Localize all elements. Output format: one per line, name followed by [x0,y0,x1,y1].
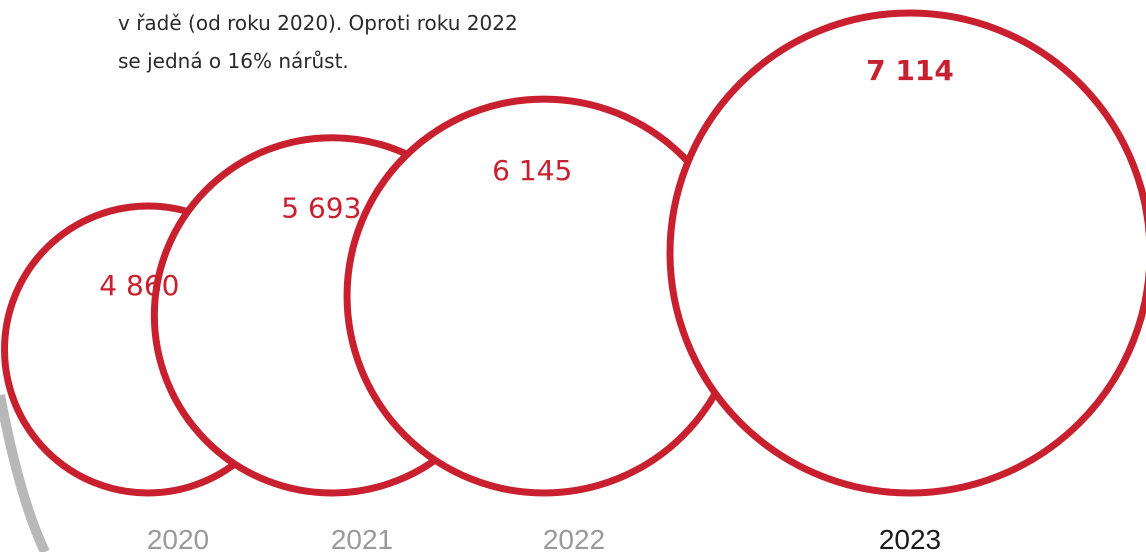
value-label-2021: 5 693 [281,192,361,225]
year-labels-group: 2020 2021 2022 2023 [147,524,941,552]
intro-line-2: se jedná o 16% nárůst. [118,49,349,73]
value-label-2023: 7 114 [866,54,954,87]
value-labels-group: 4 860 5 693 6 145 7 114 [99,54,954,302]
year-label-2020: 2020 [147,524,209,552]
intro-text: v řadě (od roku 2020). Oproti roku 2022 … [118,4,678,80]
value-label-2020: 4 860 [99,269,179,302]
intro-line-1: v řadě (od roku 2020). Oproti roku 2022 [118,11,518,35]
bubble-2023 [666,9,1146,497]
year-label-2022: 2022 [543,524,605,552]
background-arc [0,394,50,552]
value-label-2022: 6 145 [492,154,572,187]
year-label-2021: 2021 [331,524,393,552]
year-label-2023: 2023 [879,524,941,552]
bubbles-group [1,9,1146,497]
